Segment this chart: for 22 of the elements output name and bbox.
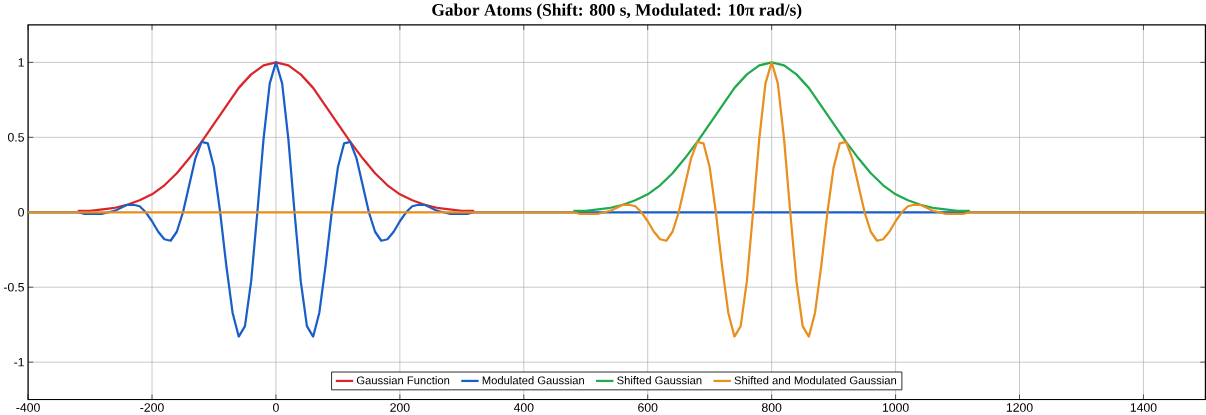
x-tick-label: 1400: [1130, 403, 1157, 412]
x-tick-label: 1000: [882, 403, 909, 412]
y-tick-label: 0: [18, 207, 25, 217]
x-tick-label: 600: [638, 403, 658, 412]
x-tick-label: -400: [16, 403, 40, 412]
x-tick-label: 1200: [1006, 403, 1033, 412]
legend-label: Modulated Gaussian: [482, 375, 584, 385]
legend-label: Shifted and Modulated Gaussian: [734, 375, 897, 385]
chart-title: Gabor Atoms (Shift: 800 s, Modulated: 10π rad/s): [432, 3, 802, 20]
y-tick-label: 0.5: [7, 132, 24, 142]
x-tick-label: 200: [390, 403, 410, 412]
y-tick-label: -0.5: [3, 282, 24, 292]
x-tick-label: 800: [761, 403, 782, 412]
line-series: [76, 61, 476, 212]
line-series: [572, 61, 972, 212]
y-tick-label: -1: [14, 357, 24, 367]
y-tick-label: 1: [18, 58, 24, 67]
x-tick-label: -200: [140, 403, 164, 412]
legend-label: Shifted Gaussian: [617, 375, 702, 385]
x-tick-label: 400: [513, 403, 534, 412]
x-tick-label: 0: [273, 403, 279, 412]
legend-label: Gaussian Function: [356, 375, 450, 385]
